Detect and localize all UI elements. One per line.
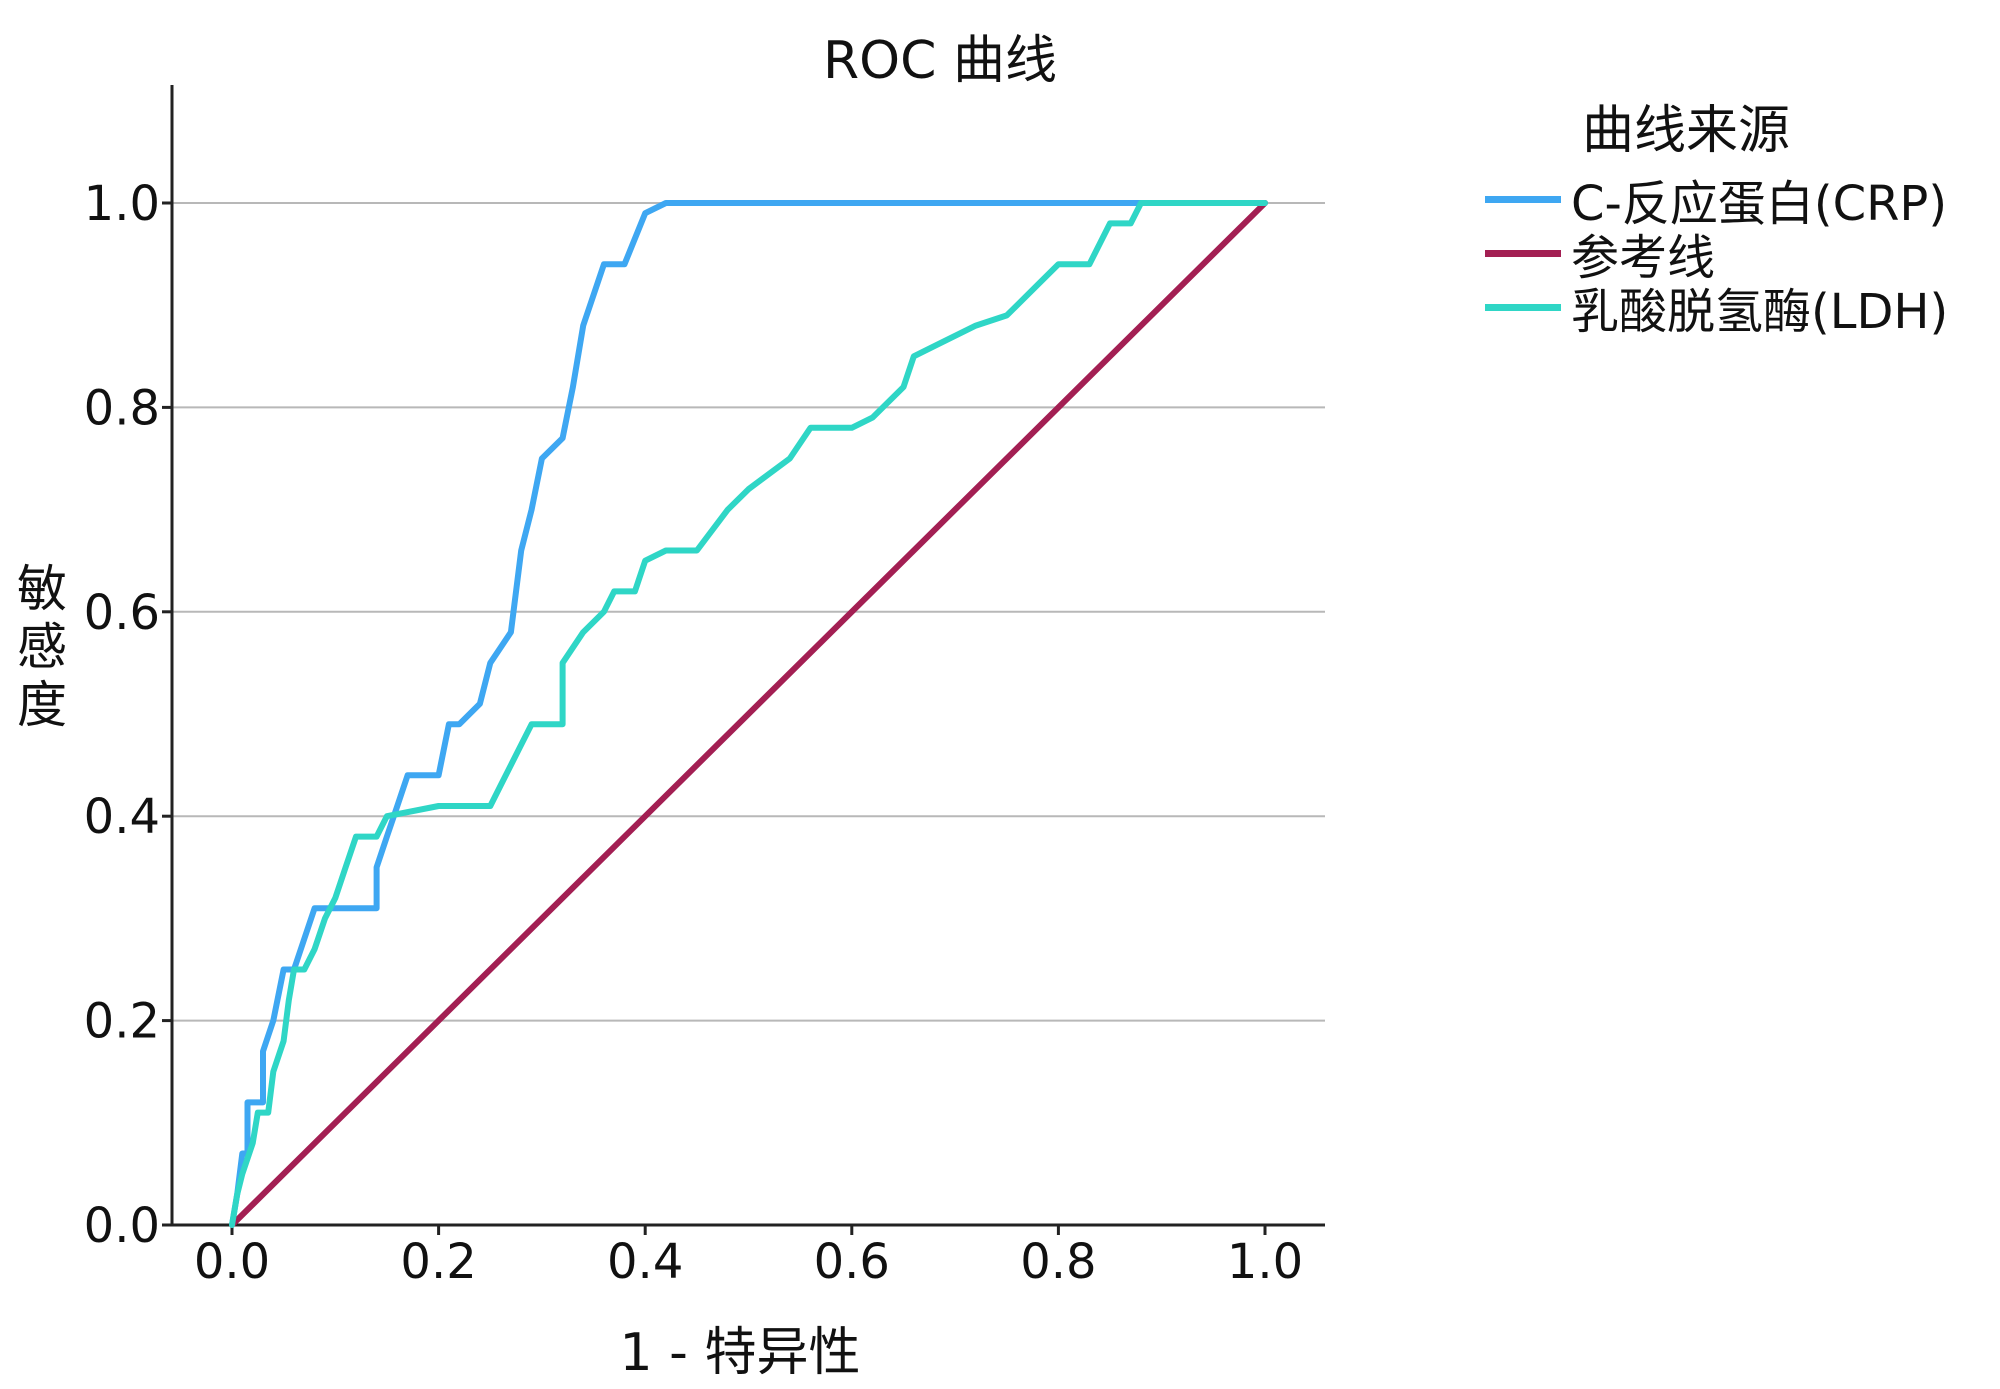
x-tick-label: 0.0: [194, 1234, 270, 1290]
tick-labels: 0.0 0.2 0.4 0.6 0.8 1.0 0.0 0.2 0.4 0.6 0.8 1.0: [84, 176, 1304, 1290]
x-tick-label: 1.0: [1227, 1234, 1303, 1290]
legend-label: 乳酸脱氢酶(LDH): [1571, 284, 1949, 340]
legend-item: 参考线: [1485, 226, 1948, 286]
y-tick-label: 0.8: [84, 380, 160, 436]
x-axis-label: 1 - 特异性: [619, 1323, 861, 1383]
x-tick-label: 0.2: [400, 1234, 476, 1290]
y-tick-label: 1.0: [84, 176, 160, 232]
series-line-0: [229, 200, 1268, 1228]
chart-title: ROC 曲线: [823, 31, 1057, 91]
y-axis-label-char: 敏: [17, 560, 67, 618]
legend-swatch: [1485, 249, 1561, 257]
legend: C-反应蛋白(CRP) 参考线 乳酸脱氢酶(LDH): [1485, 172, 1948, 340]
axes: [162, 85, 1325, 1235]
y-tick-label: 0.6: [84, 585, 160, 641]
y-tick-label: 0.2: [84, 994, 160, 1050]
legend-item: C-反应蛋白(CRP): [1485, 172, 1948, 232]
legend-label: C-反应蛋白(CRP): [1571, 176, 1948, 232]
y-tick-label: 0.0: [84, 1198, 160, 1254]
x-tick-label: 0.8: [1020, 1234, 1096, 1290]
legend-swatch: [1485, 195, 1561, 203]
y-axis-label-char: 感: [17, 618, 67, 676]
legend-swatch: [1485, 303, 1561, 311]
x-tick-label: 0.6: [814, 1234, 890, 1290]
series-lines: [229, 200, 1268, 1228]
series-line-1: [229, 200, 1268, 1228]
y-tick-label: 0.4: [84, 789, 160, 845]
y-axis-label-char: 度: [17, 676, 67, 734]
y-axis-label: 敏感度: [12, 560, 72, 734]
x-tick-label: 0.4: [607, 1234, 683, 1290]
legend-title: 曲线来源: [1582, 101, 1791, 161]
legend-item: 乳酸脱氢酶(LDH): [1485, 280, 1948, 340]
legend-label: 参考线: [1571, 230, 1716, 286]
grid-lines: [172, 202, 1325, 1022]
series-line-2: [229, 200, 1268, 1228]
